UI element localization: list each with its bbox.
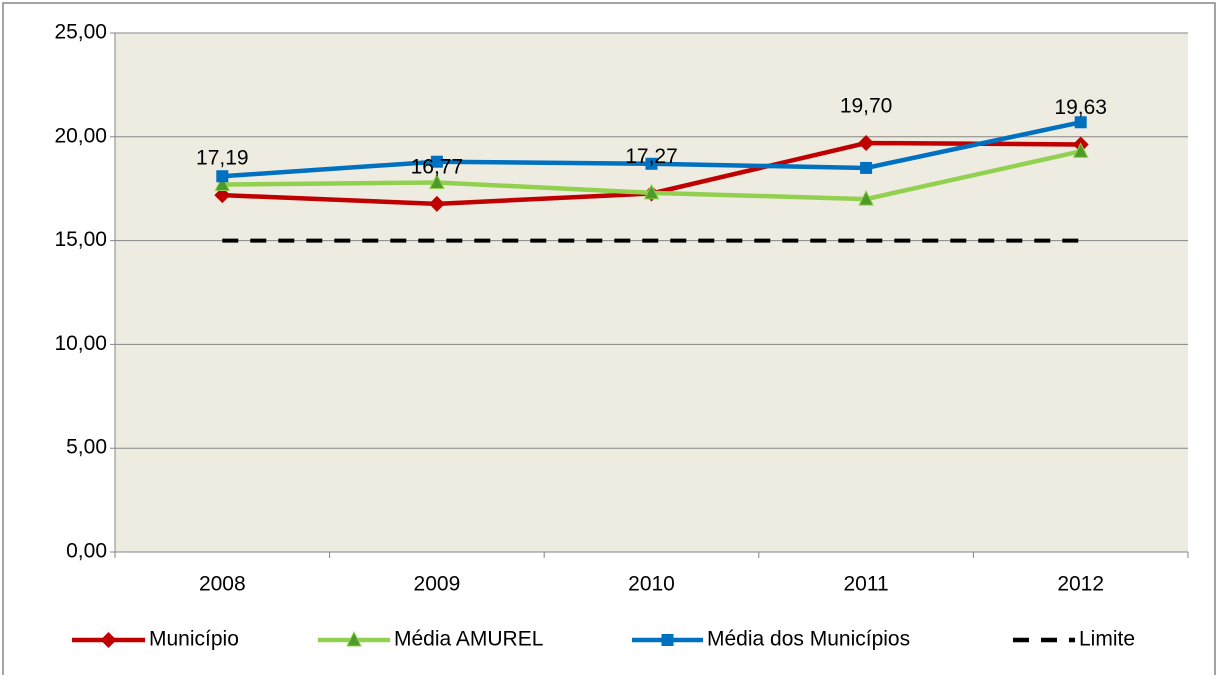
marker [858, 189, 874, 206]
data-label: 19,63 [1054, 96, 1107, 119]
marker [429, 173, 445, 189]
x-tick-label: 2012 [1057, 573, 1104, 596]
y-tick-label: 5,00 [66, 436, 107, 459]
marker [214, 175, 231, 192]
marker [858, 135, 875, 152]
x-tick-label: 2011 [844, 573, 889, 596]
marker [430, 155, 443, 168]
legend-label: Limite [1079, 628, 1135, 651]
marker [661, 634, 674, 646]
data-label: 19,70 [840, 95, 893, 118]
marker [860, 161, 873, 174]
data-label: 17,27 [625, 145, 678, 168]
y-tick-label: 0,00 [66, 540, 107, 563]
marker [643, 183, 660, 200]
marker [346, 630, 362, 647]
marker [1074, 116, 1087, 129]
marker [1072, 142, 1089, 158]
marker [428, 195, 445, 212]
marker [216, 170, 229, 183]
x-tick-label: 2008 [199, 573, 246, 596]
data-label: 16,77 [411, 155, 464, 178]
x-tick-label: 2010 [628, 573, 675, 596]
legend-label: Média AMUREL [394, 628, 543, 651]
y-tick-label: 15,00 [54, 228, 107, 251]
plot-area [115, 33, 1188, 552]
y-tick-label: 20,00 [54, 124, 107, 147]
marker [100, 632, 117, 648]
marker [214, 187, 231, 204]
marker [645, 157, 658, 170]
y-tick-label: 10,00 [54, 332, 107, 355]
y-tick-label: 25,00 [54, 21, 107, 44]
legend-label: Média dos Municípios [707, 628, 910, 651]
x-tick-label: 2009 [414, 573, 461, 596]
data-label: 17,19 [196, 147, 249, 170]
legend-label: Município [149, 628, 239, 651]
